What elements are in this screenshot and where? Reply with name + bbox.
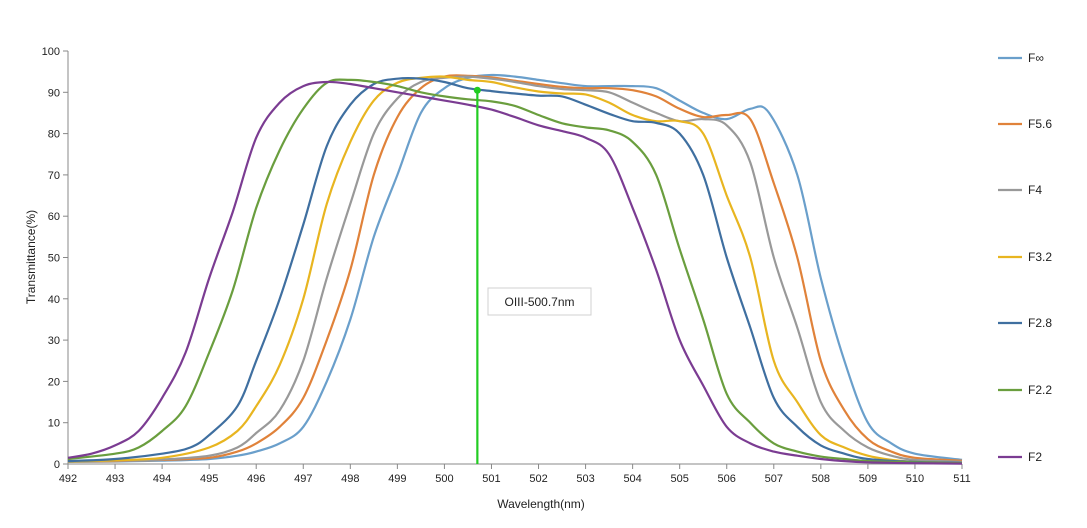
y-tick-label: 20 [48, 376, 60, 388]
x-tick-label: 506 [718, 473, 736, 485]
oiii-marker-dot [473, 86, 481, 94]
x-tick-label: 504 [623, 473, 641, 485]
x-tick-label: 502 [529, 473, 547, 485]
series-line-5 [67, 78, 963, 465]
legend-label-5: F2.2 [1028, 383, 1052, 397]
series-line-4 [67, 77, 963, 464]
oiii-label-box [487, 287, 592, 316]
x-tick-label: 492 [59, 473, 77, 485]
y-tick-label: 40 [48, 294, 60, 306]
oiii-label: OIII-500.7nm [504, 295, 574, 309]
y-tick-label: 80 [48, 129, 60, 141]
series-line-2 [67, 75, 963, 463]
x-tick-label: 500 [435, 473, 453, 485]
y-tick-label: 70 [48, 170, 60, 182]
x-tick-label: 501 [482, 473, 500, 485]
x-tick-label: 499 [388, 473, 406, 485]
legend-label-2: F4 [1028, 183, 1042, 197]
series-line-3 [67, 75, 963, 464]
y-axis-label: Transmittance(%) [24, 210, 38, 304]
x-tick-label: 494 [153, 473, 171, 485]
x-tick-label: 508 [812, 473, 830, 485]
legend-label-4: F2.8 [1028, 316, 1052, 330]
legend-label-6: F2 [1028, 450, 1042, 464]
series-layer [67, 73, 963, 465]
y-tick-label: 100 [42, 46, 60, 58]
x-tick-label: 510 [906, 473, 924, 485]
x-tick-label: 511 [953, 473, 971, 485]
legend-label-3: F3.2 [1028, 250, 1052, 264]
x-tick-label: 509 [859, 473, 877, 485]
series-line-6 [67, 80, 963, 465]
x-axis-label: Wavelength(nm) [497, 497, 585, 511]
x-tick-label: 495 [200, 473, 218, 485]
x-tick-label: 507 [765, 473, 783, 485]
series-line-1 [67, 74, 963, 463]
x-tick-label: 498 [341, 473, 359, 485]
y-tick-label: 10 [48, 418, 60, 430]
x-tick-label: 493 [106, 473, 124, 485]
y-tick-label: 0 [54, 459, 60, 471]
legend-label-1: F5.6 [1028, 117, 1052, 131]
legend-label-0: F∞ [1028, 51, 1044, 65]
axes-group: 492 493 494 495 496 497 498 499 500 501 502 503 504 5… [42, 46, 971, 485]
legend: F∞ F5.6 F4 F3.2 F2.8 F2.2 F2 [998, 51, 1052, 464]
annotation-layer: OIII-500.7nm [473, 86, 592, 464]
y-tick-label: 60 [48, 211, 60, 223]
y-tick-label: 90 [48, 87, 60, 99]
series-line-0 [67, 73, 963, 463]
x-tick-label: 497 [294, 473, 312, 485]
x-tick-label: 505 [671, 473, 689, 485]
y-tick-label: 30 [48, 335, 60, 347]
x-tick-label: 496 [247, 473, 265, 485]
x-tick-label: 503 [576, 473, 594, 485]
y-tick-label: 50 [48, 253, 60, 265]
